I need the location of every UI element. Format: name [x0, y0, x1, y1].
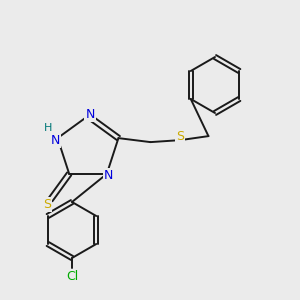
- Text: H: H: [44, 123, 52, 133]
- Text: N: N: [85, 107, 95, 121]
- Text: Cl: Cl: [66, 269, 78, 283]
- Text: S: S: [176, 130, 184, 142]
- Text: N: N: [51, 134, 60, 147]
- Text: S: S: [43, 198, 51, 211]
- Text: N: N: [104, 169, 113, 182]
